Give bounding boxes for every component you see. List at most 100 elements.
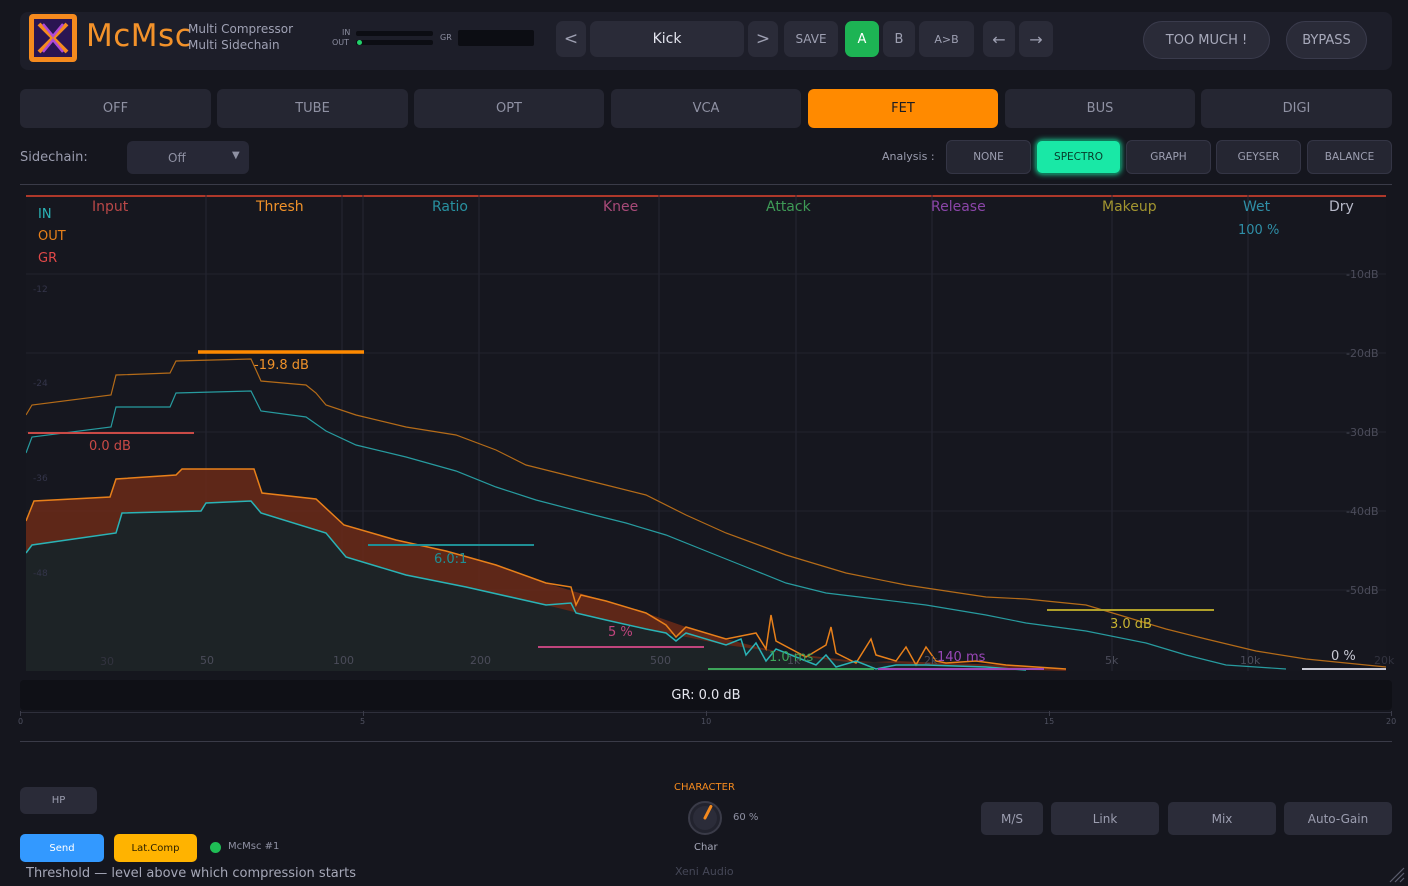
scale-label: 0 — [18, 717, 24, 726]
attack-value: 1.0 ms — [769, 650, 814, 665]
latcomp-button[interactable]: Lat.Comp — [114, 834, 197, 862]
faint-db-label: -24 — [33, 379, 48, 389]
scale-tick — [20, 711, 21, 716]
next-preset-button[interactable]: > — [748, 21, 778, 57]
gr-fill-area — [26, 469, 1066, 671]
link-button[interactable]: Link — [1051, 802, 1159, 835]
meter-gr-label: GR — [440, 33, 452, 42]
freq-label: 2k — [924, 654, 938, 667]
chevron-down-icon: ▼ — [232, 150, 240, 161]
status-text: Threshold — level above which compressio… — [26, 866, 356, 881]
meter-in-label: IN — [342, 28, 351, 37]
freq-label: 500 — [650, 654, 671, 667]
mode-tab-off[interactable]: OFF — [20, 89, 211, 128]
character-value: 60 % — [733, 812, 759, 823]
scale-tick — [706, 711, 707, 716]
freq-label: 100 — [333, 654, 354, 667]
gr-readout: GR: 0.0 dB — [20, 680, 1392, 710]
scale-label: 10 — [701, 717, 712, 726]
release-value: 140 ms — [937, 650, 986, 665]
analysis-label: Analysis : — [882, 150, 935, 163]
db-label: -10dB — [1346, 268, 1379, 281]
redo-button[interactable]: → — [1019, 21, 1053, 57]
freq-label: 10k — [1240, 654, 1261, 667]
b-slot-button[interactable]: B — [883, 21, 915, 57]
analysis-balance-button[interactable]: BALANCE — [1307, 140, 1392, 174]
character-title: CHARACTER — [674, 782, 735, 793]
mix-button[interactable]: Mix — [1168, 802, 1276, 835]
dry-value: 0 % — [1331, 649, 1356, 664]
mode-tab-digi[interactable]: DIGI — [1201, 89, 1392, 128]
param-makeup-label[interactable]: Makeup — [1102, 199, 1157, 215]
legend-gr: GR — [38, 251, 58, 266]
analysis-spectro-button[interactable]: SPECTRO — [1036, 140, 1121, 174]
db-label: -20dB — [1346, 347, 1379, 360]
sidechain-value: Off — [168, 150, 186, 165]
freq-label: 20k — [1374, 654, 1395, 667]
character-knob[interactable] — [687, 800, 723, 836]
scale-label: 20 — [1386, 717, 1397, 726]
mode-tab-bus[interactable]: BUS — [1005, 89, 1195, 128]
param-wet-label[interactable]: Wet — [1243, 199, 1271, 215]
analysis-geyser-button[interactable]: GEYSER — [1216, 140, 1301, 174]
sidechain-label: Sidechain: — [20, 150, 88, 165]
undo-button[interactable]: ← — [983, 21, 1015, 57]
makeup-value: 3.0 dB — [1110, 617, 1152, 632]
brand-name: Xeni Audio — [675, 865, 734, 878]
legend-in: IN — [38, 207, 52, 222]
freq-label: 5k — [1105, 654, 1119, 667]
spectrum-graph[interactable] — [26, 195, 1386, 671]
logo-icon — [34, 19, 72, 57]
out-trace-high — [26, 358, 1386, 668]
analysis-graph-button[interactable]: GRAPH — [1126, 140, 1211, 174]
divider — [20, 741, 1392, 742]
mode-tab-vca[interactable]: VCA — [611, 89, 801, 128]
scale-tick — [1049, 711, 1050, 716]
bypass-button[interactable]: BYPASS — [1286, 21, 1367, 59]
preset-name[interactable]: Kick — [590, 21, 744, 57]
character-knob-pointer — [703, 804, 713, 820]
freq-label: 50 — [200, 654, 214, 667]
analysis-none-button[interactable]: NONE — [946, 140, 1031, 174]
scale-label: 15 — [1044, 717, 1055, 726]
scale-tick — [1391, 711, 1392, 716]
hp-button[interactable]: HP — [20, 787, 97, 814]
save-button[interactable]: SAVE — [784, 21, 838, 57]
copy-a-to-b-button[interactable]: A>B — [919, 21, 974, 57]
param-input-label[interactable]: Input — [92, 199, 129, 215]
a-slot-button[interactable]: A — [845, 21, 879, 57]
in-trace-high — [26, 390, 1287, 670]
mode-tab-opt[interactable]: OPT — [414, 89, 604, 128]
prev-preset-button[interactable]: < — [556, 21, 586, 57]
param-knee-label[interactable]: Knee — [603, 199, 639, 215]
gr-meter — [458, 30, 534, 46]
param-dry-label[interactable]: Dry — [1329, 199, 1354, 215]
auto-gain-button[interactable]: Auto-Gain — [1284, 802, 1392, 835]
mode-tab-fet[interactable]: FET — [808, 89, 998, 128]
in-fill-area — [26, 501, 1026, 671]
freq-label: 1k — [787, 654, 801, 667]
app-name: McMsc — [86, 18, 193, 54]
param-release-label[interactable]: Release — [931, 199, 986, 215]
knee-value: 5 % — [608, 625, 633, 640]
output-meter-level — [357, 40, 362, 45]
faint-db-label: -48 — [33, 569, 48, 579]
send-button[interactable]: Send — [20, 834, 104, 862]
sidechain-select[interactable]: Off — [127, 141, 249, 174]
ms-button[interactable]: M/S — [981, 802, 1043, 835]
gr-readout-text: GR: 0.0 dB — [671, 687, 741, 703]
divider — [20, 184, 1392, 185]
meter-out-label: OUT — [332, 38, 350, 47]
legend-out: OUT — [38, 229, 66, 244]
param-attack-label[interactable]: Attack — [766, 199, 811, 215]
ratio-value: 6.0:1 — [434, 552, 468, 567]
too-much-button[interactable]: TOO MUCH ! — [1143, 21, 1270, 59]
resize-grip-icon[interactable] — [1386, 864, 1406, 884]
param-thresh-label[interactable]: Thresh — [256, 199, 304, 215]
subtitle-line1: Multi Compressor — [188, 22, 294, 36]
faint-db-label: -12 — [33, 285, 48, 295]
instance-name: McMsc #1 — [228, 841, 280, 852]
mode-tab-tube[interactable]: TUBE — [217, 89, 408, 128]
param-ratio-label[interactable]: Ratio — [432, 199, 468, 215]
freq-label: 30 — [100, 655, 114, 668]
